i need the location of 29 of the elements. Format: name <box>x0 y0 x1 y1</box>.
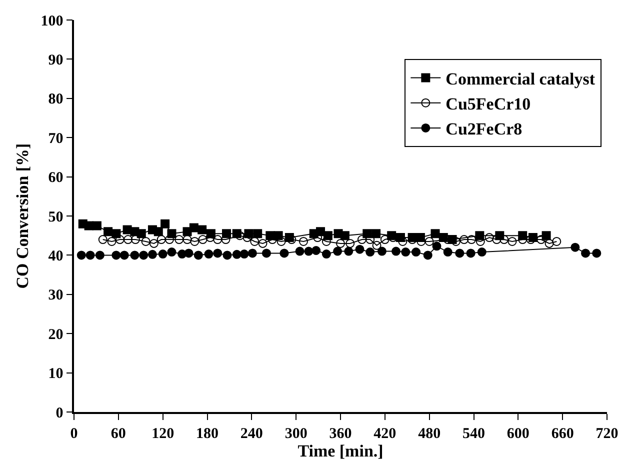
x-axis-title: Time [min.] <box>298 442 384 461</box>
x-tick-label: 300 <box>284 426 308 442</box>
y-tick-label: 10 <box>48 366 64 382</box>
y-tick-label: 60 <box>48 170 64 186</box>
y-tick-label: 50 <box>48 209 64 226</box>
x-tick-label: 720 <box>596 426 618 442</box>
y-tick-label: 30 <box>48 288 64 304</box>
y-axis-title: CO Conversion [%] <box>12 143 32 289</box>
legend-label: Cu5FeCr10 <box>446 94 531 114</box>
y-tick-label: 100 <box>40 13 64 30</box>
legend-label: Cu2FeCr8 <box>446 120 522 139</box>
x-tick-label: 240 <box>240 426 263 442</box>
x-tick-label: 360 <box>329 426 352 442</box>
x-tick-label: 480 <box>418 426 441 442</box>
x-tick-label: 540 <box>462 426 485 442</box>
x-tick-label: 120 <box>152 426 174 442</box>
x-tick-label: 60 <box>110 426 126 442</box>
y-tick-label: 40 <box>48 248 64 264</box>
x-tick-label: 180 <box>196 426 218 442</box>
y-tick-label: 80 <box>48 92 64 108</box>
x-tick-label: 420 <box>374 426 396 442</box>
y-tick-label: 70 <box>48 130 64 147</box>
y-tick-label: 20 <box>48 326 64 343</box>
legend-label: Commercial catalyst <box>446 69 596 88</box>
x-tick-label: 0 <box>70 426 78 442</box>
y-tick-label: 90 <box>48 52 64 68</box>
y-tick-label: 0 <box>56 405 64 422</box>
x-tick-label: 660 <box>551 426 574 442</box>
x-tick-label: 600 <box>506 426 530 442</box>
